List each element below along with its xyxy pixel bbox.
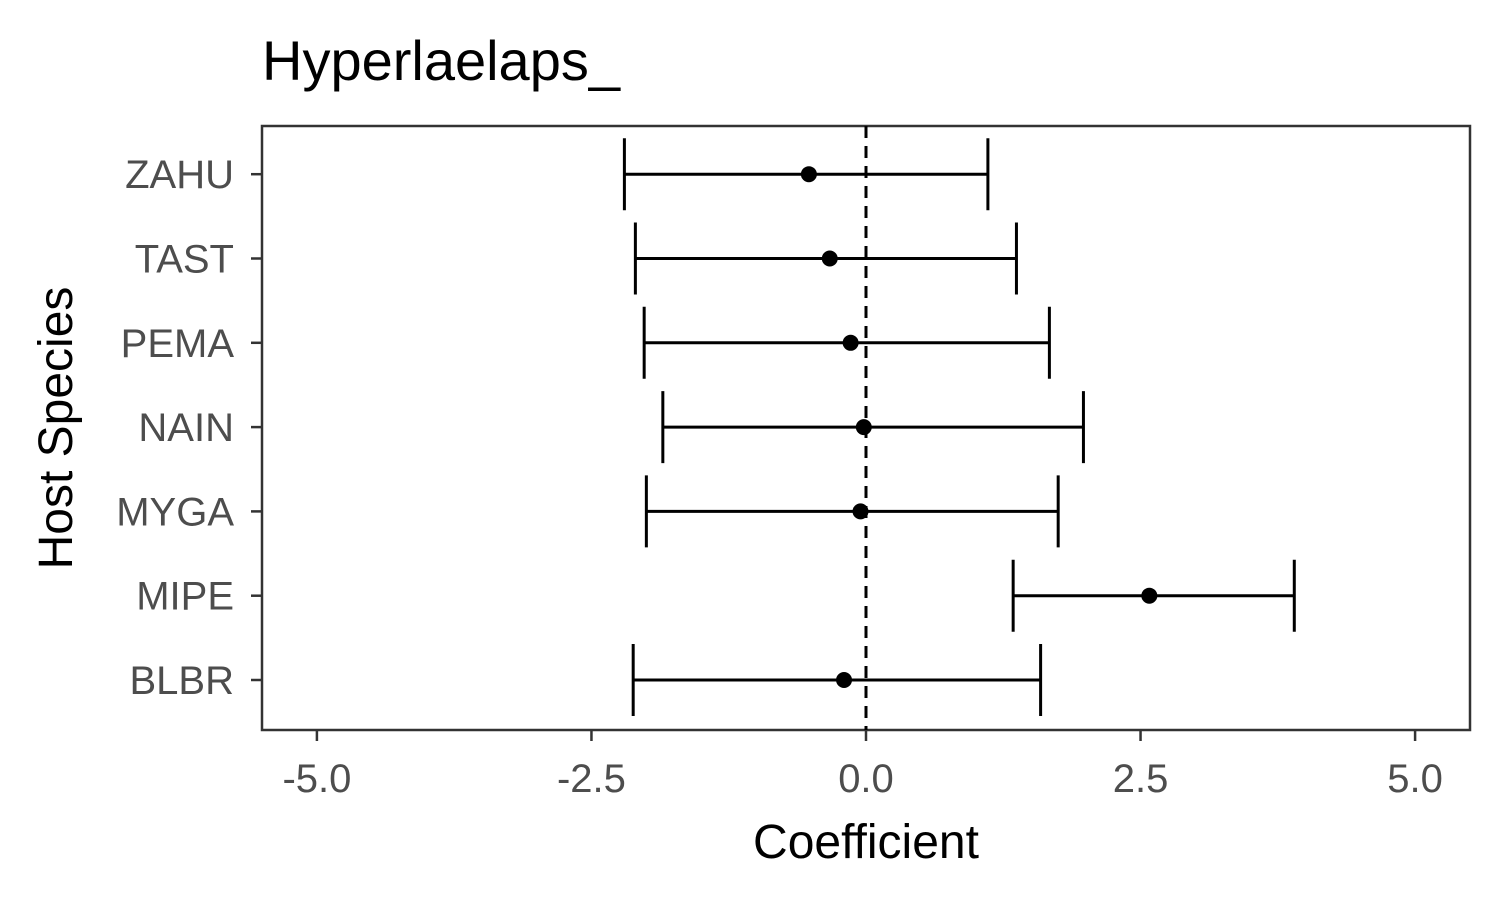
x-tick-label: -2.5 [557, 757, 626, 801]
y-tick-label: ZAHU [125, 153, 234, 197]
point-estimate [821, 250, 838, 267]
x-tick-label: 0.0 [838, 757, 894, 801]
x-axis-title: Coefficient [753, 816, 979, 869]
point-estimate [1141, 587, 1158, 604]
y-tick-label: BLBR [130, 659, 235, 703]
point-estimate [800, 166, 817, 183]
point-estimate [842, 334, 859, 351]
x-tick-label: 2.5 [1113, 757, 1169, 801]
y-axis-title: Host Species [30, 287, 83, 570]
x-tick-label: -5.0 [282, 757, 351, 801]
y-tick-label: TAST [135, 238, 234, 282]
point-estimate [855, 419, 872, 436]
y-tick-label: PEMA [121, 322, 235, 366]
y-tick-label: NAIN [138, 406, 234, 450]
y-tick-label: MYGA [116, 490, 234, 534]
plot-area: -5.0 -2.5 0.0 2.5 5.0 BLBR MIPE MYGA NAIN PEMA TAS… [116, 124, 1472, 801]
point-estimate [852, 503, 869, 520]
x-tick-label: 5.0 [1387, 757, 1443, 801]
y-tick-label: MIPE [136, 575, 234, 619]
chart-title: Hyperlaelaps_ [262, 29, 621, 92]
point-estimate [836, 672, 853, 688]
